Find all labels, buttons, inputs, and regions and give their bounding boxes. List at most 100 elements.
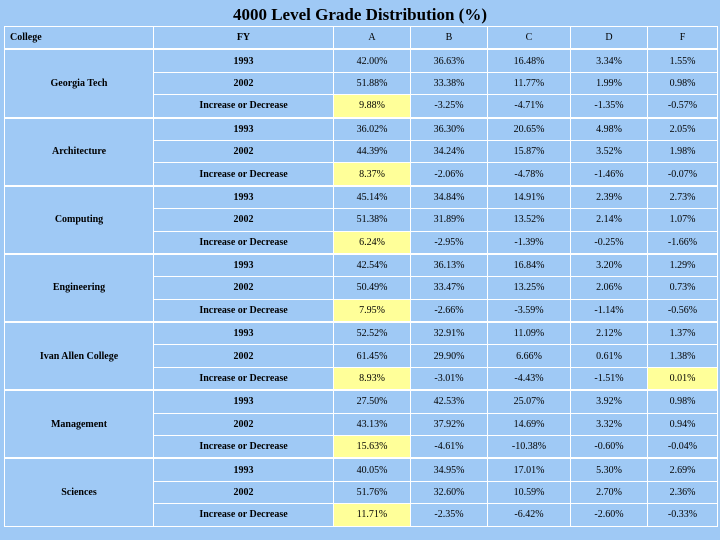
grade-d-cell: -0.60%: [570, 435, 648, 459]
fy-cell: 2002: [153, 276, 334, 300]
fy-column-header: FY: [153, 26, 334, 50]
grade-a-cell: 9.88%: [333, 94, 411, 119]
grade-f-cell: 1.29%: [647, 252, 718, 278]
grade-c-cell: 14.69%: [487, 412, 571, 437]
table-row: 2002 43.13% 37.92% 14.69% 3.32% 0.94%: [5, 412, 718, 437]
grade-c-cell: -4.71%: [487, 94, 571, 119]
table-row: 2002 50.49% 33.47% 13.25% 2.06% 0.73%: [5, 276, 718, 300]
grade-f-cell: 0.73%: [647, 276, 718, 300]
grade-a-cell: 51.38%: [333, 208, 411, 232]
grade-d-cell: 2.70%: [570, 480, 648, 505]
fy-cell: 2002: [153, 344, 334, 368]
college-column-header: College: [4, 26, 154, 50]
grade-b-cell: 42.53%: [410, 389, 488, 414]
fy-cell: 1993: [153, 321, 334, 346]
fy-cell: 1993: [153, 457, 334, 482]
grade-b-cell: 31.89%: [410, 208, 488, 232]
grade-f-cell: -0.04%: [647, 435, 718, 459]
grade-b-cell: 32.91%: [410, 321, 488, 346]
grade-d-cell: 2.06%: [570, 276, 648, 300]
grade-a-cell: 43.13%: [333, 412, 411, 437]
grade-a-cell: 36.02%: [333, 116, 411, 141]
grade-d-header: D: [570, 26, 648, 50]
grade-b-cell: 36.30%: [410, 116, 488, 141]
grade-f-cell: 2.73%: [647, 184, 718, 210]
college-name-cell: Georgia Tech: [4, 48, 154, 119]
grade-b-cell: 36.13%: [410, 252, 488, 278]
grade-f-cell: 2.36%: [647, 480, 718, 505]
grade-b-cell: 34.24%: [410, 139, 488, 164]
grade-c-cell: -1.39%: [487, 230, 571, 255]
grade-b-cell: 36.63%: [410, 48, 488, 73]
grade-d-cell: 3.92%: [570, 389, 648, 414]
grade-a-cell: 27.50%: [333, 389, 411, 414]
grade-b-cell: -4.61%: [410, 435, 488, 459]
grade-d-cell: 3.52%: [570, 139, 648, 164]
grade-c-cell: 11.09%: [487, 321, 571, 346]
grade-c-cell: 20.65%: [487, 116, 571, 141]
grade-b-cell: -2.06%: [410, 162, 488, 187]
grade-b-cell: 32.60%: [410, 480, 488, 505]
college-name-cell: Computing: [4, 184, 154, 255]
grade-d-cell: -1.35%: [570, 94, 648, 119]
grade-a-cell: 45.14%: [333, 184, 411, 210]
grade-a-cell: 52.52%: [333, 321, 411, 346]
grade-a-cell: 44.39%: [333, 139, 411, 164]
grade-b-cell: -3.01%: [410, 366, 488, 391]
grade-d-cell: 2.14%: [570, 208, 648, 232]
grade-c-cell: -10.38%: [487, 435, 571, 459]
fy-cell: Increase or Decrease: [153, 162, 334, 187]
grade-c-cell: 10.59%: [487, 480, 571, 505]
grade-d-cell: -2.60%: [570, 503, 648, 527]
table-row: 2002 44.39% 34.24% 15.87% 3.52% 1.98%: [5, 139, 718, 164]
table-row: Computing 1993 45.14% 34.84% 14.91% 2.39% 2.73…: [4, 184, 718, 255]
grade-f-cell: -0.56%: [647, 298, 718, 323]
fy-cell: 1993: [153, 184, 334, 210]
grade-a-header: A: [333, 26, 411, 50]
grade-a-cell: 8.93%: [333, 366, 411, 391]
grade-f-cell: 0.98%: [647, 71, 718, 96]
grade-c-cell: 16.84%: [487, 252, 571, 278]
fy-cell: Increase or Decrease: [153, 230, 334, 255]
grade-c-cell: -3.59%: [487, 298, 571, 323]
grade-b-cell: -3.25%: [410, 94, 488, 119]
fy-cell: 2002: [153, 412, 334, 437]
grade-f-cell: -0.57%: [647, 94, 718, 119]
grade-b-header: B: [410, 26, 488, 50]
grade-d-cell: -1.51%: [570, 366, 648, 391]
table-row: 2002 51.76% 32.60% 10.59% 2.70% 2.36%: [5, 480, 718, 505]
table-row: Georgia Tech 1993 42.00% 36.63% 16.48% 3.34% 1…: [4, 48, 718, 119]
fy-cell: 1993: [153, 389, 334, 414]
grade-a-cell: 11.71%: [333, 503, 411, 527]
grade-c-header: C: [487, 26, 571, 50]
table-row: Management 1993 27.50% 42.53% 25.07% 3.92% 0.9…: [4, 389, 718, 459]
college-name-cell: Architecture: [4, 116, 154, 187]
grade-d-cell: 2.12%: [570, 321, 648, 346]
grade-f-cell: 0.94%: [647, 412, 718, 437]
grade-d-cell: 2.39%: [570, 184, 648, 210]
grade-a-cell: 8.37%: [333, 162, 411, 187]
grade-b-cell: -2.35%: [410, 503, 488, 527]
grade-c-cell: -4.43%: [487, 366, 571, 391]
grade-f-cell: 0.01%: [647, 366, 718, 391]
grade-a-cell: 51.88%: [333, 71, 411, 96]
grade-c-cell: 17.01%: [487, 457, 571, 482]
fy-cell: Increase or Decrease: [153, 94, 334, 119]
grade-f-cell: 2.05%: [647, 116, 718, 141]
table-row: 2002 61.45% 29.90% 6.66% 0.61% 1.38%: [5, 344, 718, 368]
grade-f-header: F: [647, 26, 718, 50]
grade-b-cell: 37.92%: [410, 412, 488, 437]
grade-d-cell: 3.32%: [570, 412, 648, 437]
grade-c-cell: 25.07%: [487, 389, 571, 414]
grade-c-cell: 13.52%: [487, 208, 571, 232]
grade-d-cell: 3.34%: [570, 48, 648, 73]
grade-c-cell: 14.91%: [487, 184, 571, 210]
fy-cell: 1993: [153, 48, 334, 73]
grade-f-cell: 2.69%: [647, 457, 718, 482]
grade-a-cell: 7.95%: [333, 298, 411, 323]
fy-cell: 1993: [153, 116, 334, 141]
grade-f-cell: 1.55%: [647, 48, 718, 73]
grade-f-cell: -1.66%: [647, 230, 718, 255]
grade-a-cell: 61.45%: [333, 344, 411, 368]
